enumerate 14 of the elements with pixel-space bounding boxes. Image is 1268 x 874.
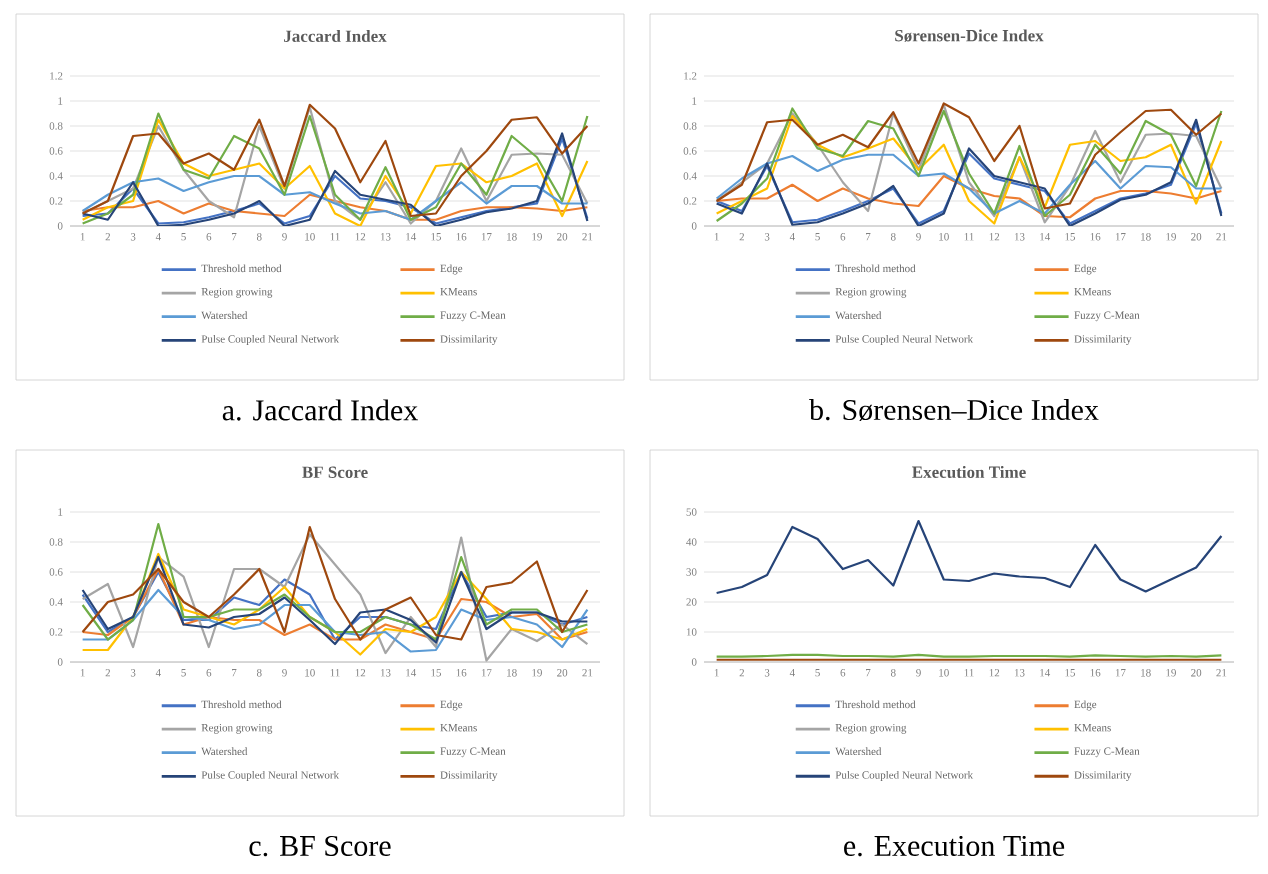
line-series bbox=[715, 519, 1223, 595]
chart-title: Execution Time bbox=[912, 465, 1026, 478]
text: b. Sørensen–Dice Index bbox=[809, 399, 1099, 422]
chart-title: Sørensen-Dice Index bbox=[895, 29, 1044, 42]
chart-title: Jaccard Index bbox=[284, 29, 387, 42]
line-series bbox=[715, 153, 1223, 215]
line-series bbox=[81, 588, 589, 653]
text: a. Jaccard Index bbox=[222, 399, 418, 421]
text: e. Execution Time bbox=[844, 835, 1065, 857]
chart-title: BF Score bbox=[302, 466, 368, 478]
text: c. BF Score bbox=[249, 835, 391, 857]
line-series bbox=[81, 174, 589, 221]
line-series bbox=[715, 174, 1223, 219]
line-series bbox=[81, 533, 589, 662]
